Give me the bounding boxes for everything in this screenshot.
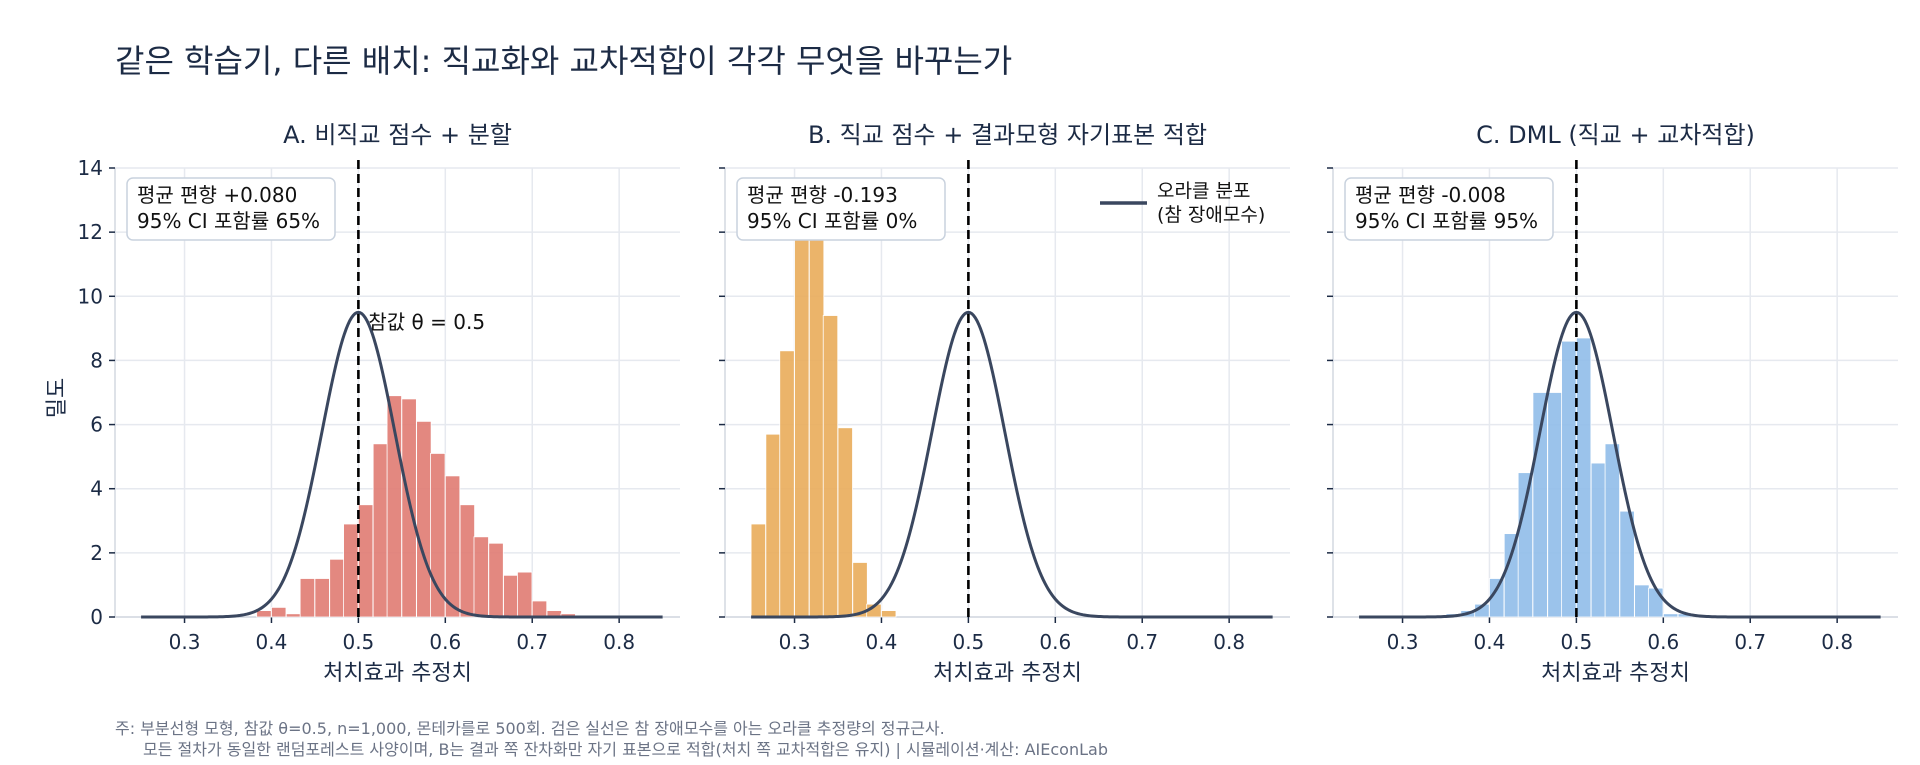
x-tick-label: 0.7 [1126,630,1158,654]
x-tick-label: 0.8 [1213,630,1245,654]
histogram-bar [416,420,432,618]
stats-coverage: 95% CI 포함률 65% [137,209,320,233]
histogram-bar [1503,533,1520,618]
stats-bias: 평균 편향 -0.193 [747,183,898,207]
histogram-bar [299,578,316,618]
stats-box [126,177,336,241]
histogram-bar [881,610,897,618]
histogram-bar [256,610,272,618]
histogram-bar [444,475,461,618]
x-tick-label: 0.6 [1039,630,1071,654]
x-tick-label: 0.5 [952,630,984,654]
histogram-bar [517,571,533,618]
oracle-curve [1359,310,1881,619]
stats-box [1344,177,1554,241]
histogram-bar [1604,443,1620,618]
x-tick-label: 0.3 [779,630,811,654]
x-axis-label: 처치효과 추정치 [1541,661,1690,686]
histogram-bar [343,523,359,618]
histogram-bar [1634,584,1650,618]
y-tick-label: 4 [90,477,103,501]
legend-label-line2: (참 장애모수) [1157,204,1265,226]
x-tick-label: 0.7 [516,630,548,654]
histogram-bar [357,504,374,618]
histogram-bar [473,536,489,618]
x-tick-label: 0.8 [1821,630,1853,654]
panel-title: A. 비직교 점수 + 분할 [283,121,512,149]
x-tick-label: 0.7 [1734,630,1766,654]
histogram-bar [822,315,839,618]
x-tick-label: 0.3 [1387,630,1419,654]
x-axis-label: 처치효과 추정치 [933,661,1082,686]
x-tick-label: 0.6 [1647,630,1679,654]
stats-bias: 평균 편향 +0.080 [137,183,297,207]
histogram-bar [794,238,810,618]
histogram-bar [1590,462,1607,618]
legend: 오라클 분포(참 장애모수) [1100,180,1265,226]
histogram-bar [329,558,345,618]
x-tick-label: 0.5 [1560,630,1592,654]
y-tick-label: 14 [78,156,103,180]
histogram-bar [503,574,519,618]
histogram-bar [1547,392,1563,618]
histogram-bar [314,578,330,618]
panel-a: 0 2 4 6 8 10 12 14 0.3 0.4 0.5 0.6 0.7 0.8 참값 θ = 0.5 A… [78,121,680,686]
histogram-bar [1648,587,1664,618]
histogram-bar [1619,510,1635,618]
histogram-bar [750,523,766,618]
histogram-bar [271,606,287,618]
panel-title: B. 직교 점수 + 결과모형 자기표본 적합 [808,121,1207,149]
histogram-bar [372,443,389,618]
histogram-bar [531,600,548,618]
stats-coverage: 95% CI 포함률 0% [747,209,917,233]
histogram-bar [1575,337,1592,618]
x-tick-label: 0.5 [342,630,374,654]
footnote-line-2: 모든 절차가 동일한 랜덤포레스트 사양이며, B는 결과 쪽 잔차화만 자기 … [143,740,1108,759]
x-tick-label: 0.3 [169,630,201,654]
y-tick-label: 10 [78,284,103,308]
histogram-bar [1561,340,1577,618]
histogram-bar [401,398,417,618]
histogram-bar [459,504,476,618]
y-axis-label: 밀도 [45,378,70,418]
y-tick-label: 6 [90,413,103,437]
histogram-bar [779,350,795,618]
true-value-label: 참값 θ = 0.5 [368,310,485,334]
x-tick-label: 0.8 [603,630,635,654]
histogram-bar [430,453,446,618]
y-tick-label: 0 [90,605,103,629]
stats-coverage: 95% CI 포함률 95% [1355,209,1538,233]
panel-c: 0.3 0.4 0.5 0.6 0.7 0.8 C. DML (직교 + 교차적합) 평균 편… [1327,121,1898,686]
y-tick-label: 2 [90,541,103,565]
stats-box [736,177,946,241]
x-tick-label: 0.6 [429,630,461,654]
histogram-bar [1517,472,1534,618]
footnote-line-1: 주: 부분선형 모형, 참값 θ=0.5, n=1,000, 몬테카를로 500… [115,719,945,738]
stats-bias: 평균 편향 -0.008 [1355,183,1506,207]
histogram-bar [852,562,868,618]
histogram-bar [765,433,781,618]
x-tick-label: 0.4 [1474,630,1506,654]
legend-label-line1: 오라클 분포 [1157,180,1250,202]
y-tick-label: 8 [90,348,103,372]
histogram-bar [808,238,825,618]
figure-title: 같은 학습기, 다른 배치: 직교화와 교차적합이 각각 무엇을 바꾸는가 [115,42,1012,80]
oracle-curve [751,310,1273,619]
x-tick-label: 0.4 [866,630,898,654]
y-tick-label: 12 [78,220,103,244]
histogram-bar [1662,613,1679,618]
x-tick-label: 0.4 [256,630,288,654]
x-axis-label: 처치효과 추정치 [323,661,472,686]
panel-b: 0.3 0.4 0.5 0.6 0.7 0.8 B. 직교 점수 + 결과모형 자기표본 적… [719,121,1290,686]
histogram-bar [488,542,504,618]
histogram-bar [837,427,853,618]
oracle-curve [141,310,663,619]
histogram-bar [285,613,302,618]
panels: 0 2 4 6 8 10 12 14 0.3 0.4 0.5 0.6 0.7 0.8 참값 θ = 0.5 A… [78,121,1898,686]
panel-title: C. DML (직교 + 교차적합) [1476,121,1755,149]
